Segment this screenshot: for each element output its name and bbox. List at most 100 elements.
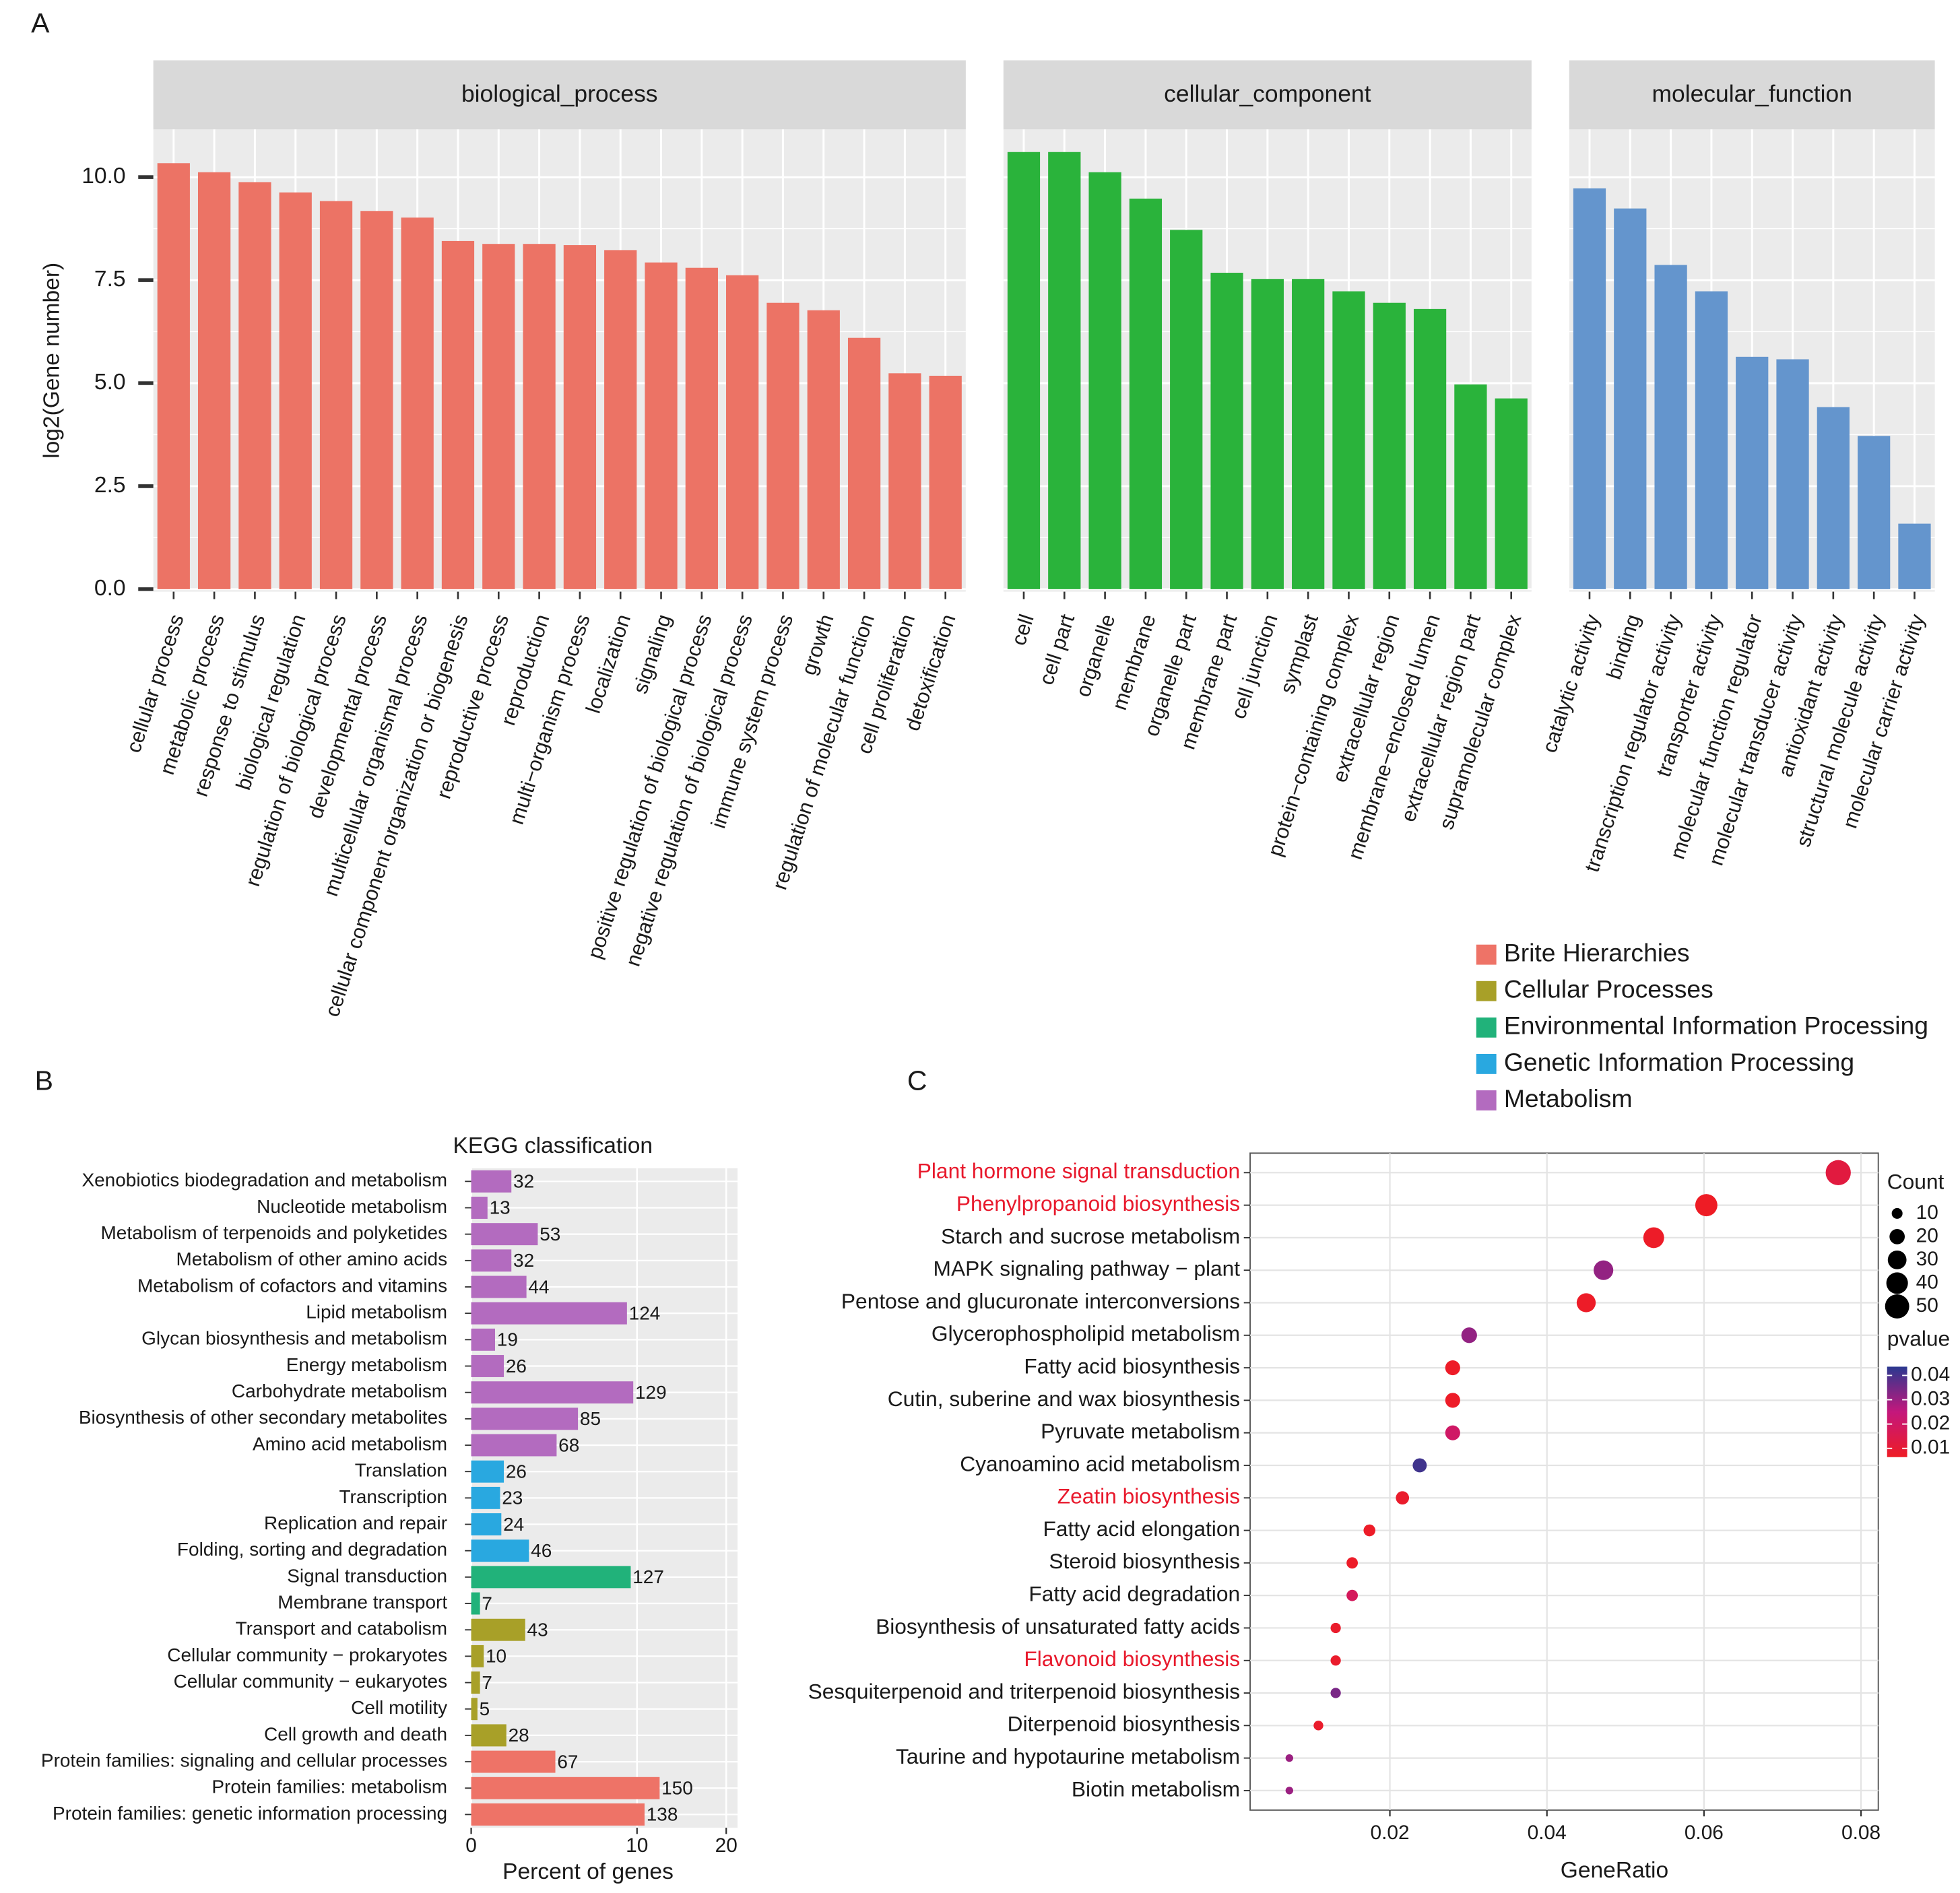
bar — [1817, 407, 1850, 589]
dot — [1695, 1194, 1718, 1217]
data-label: 43 — [527, 1619, 548, 1640]
bar — [1413, 308, 1447, 589]
bar — [726, 275, 759, 589]
y-tick-label: Transcription — [339, 1486, 447, 1507]
bar — [807, 310, 840, 589]
y-tick-label: Fatty acid biosynthesis — [1024, 1354, 1240, 1378]
y-tick-label: Sesquiterpenoid and triterpenoid biosynt… — [808, 1679, 1241, 1703]
bar — [645, 262, 678, 589]
dot — [1346, 1589, 1359, 1601]
legend-dot — [1886, 1272, 1908, 1294]
legend-label: 0.02 — [1911, 1412, 1950, 1434]
y-tick-label: Taurine and hypotaurine metabolism — [896, 1744, 1240, 1768]
y-axis-title: log2(Gene number) — [39, 263, 64, 459]
y-tick-label: 7.5 — [94, 267, 126, 292]
x-tick-label: 0 — [465, 1834, 477, 1857]
legend-swatch — [1476, 1017, 1497, 1038]
bar — [471, 1407, 579, 1430]
data-label: 23 — [502, 1488, 523, 1508]
y-tick-label: Cyanoamino acid metabolism — [960, 1451, 1240, 1475]
colorbar — [1887, 1366, 1907, 1457]
x-tick-label: 0.06 — [1685, 1822, 1724, 1844]
bar — [1129, 198, 1163, 589]
bar — [1614, 208, 1647, 589]
bar — [1332, 291, 1365, 589]
bar — [471, 1223, 538, 1246]
y-tick-label: MAPK signaling pathway − plant — [934, 1257, 1241, 1281]
bar — [471, 1592, 480, 1615]
y-tick-label: Cutin, suberine and wax biosynthesis — [888, 1387, 1240, 1411]
panel-background — [1249, 1152, 1879, 1811]
y-tick-label: 0.0 — [94, 576, 126, 601]
bar — [1858, 436, 1891, 589]
bar — [1007, 152, 1041, 589]
legend-title: Count — [1887, 1169, 1945, 1193]
y-tick-label: Glycerophospholipid metabolism — [932, 1321, 1240, 1346]
y-tick-label: Protein families: metabolism — [211, 1776, 447, 1797]
bar — [471, 1698, 478, 1721]
data-label: 28 — [509, 1725, 529, 1746]
bar — [1251, 279, 1284, 589]
y-tick-label: Protein families: genetic information pr… — [53, 1803, 447, 1824]
legend-label: 10 — [1916, 1201, 1938, 1224]
dot — [1445, 1425, 1460, 1440]
legend-swatch — [1476, 981, 1497, 1001]
data-label: 85 — [580, 1408, 601, 1429]
legend-label: 0.01 — [1911, 1436, 1950, 1459]
dot — [1330, 1655, 1341, 1666]
bar — [471, 1434, 557, 1457]
facet-strip — [1003, 60, 1532, 130]
bar — [1654, 265, 1687, 589]
facet-strip — [153, 60, 966, 130]
bar — [471, 1513, 502, 1535]
y-tick-label: Cell motility — [351, 1697, 447, 1718]
data-label: 150 — [661, 1778, 693, 1799]
dot — [1285, 1754, 1294, 1762]
legend-label: 0.04 — [1911, 1363, 1950, 1385]
bar — [319, 201, 353, 589]
panel-label: C — [907, 1065, 927, 1096]
legend-label: 0.03 — [1911, 1387, 1950, 1409]
dot — [1445, 1360, 1460, 1376]
legend-dot — [1889, 1229, 1905, 1244]
bar — [157, 163, 190, 589]
y-tick-label: Biosynthesis of unsaturated fatty acids — [876, 1614, 1240, 1638]
data-label: 26 — [506, 1356, 527, 1376]
facet-title: molecular_function — [1652, 80, 1852, 107]
legend-dot — [1891, 1207, 1903, 1219]
legend-label: Environmental Information Processing — [1504, 1011, 1928, 1040]
legend-label: 30 — [1916, 1248, 1938, 1270]
bar — [1373, 302, 1406, 589]
bar — [471, 1750, 556, 1773]
legend-label: Brite Hierarchies — [1504, 938, 1690, 966]
bar — [471, 1355, 504, 1377]
x-tick-label: 10 — [626, 1834, 648, 1857]
bar — [360, 211, 393, 589]
y-tick-label: 10.0 — [81, 164, 125, 189]
y-tick-label: Xenobiotics biodegradation and metabolis… — [81, 1170, 447, 1191]
bar — [604, 250, 637, 589]
data-label: 67 — [557, 1751, 578, 1772]
bar — [471, 1645, 484, 1667]
legend-label: 50 — [1916, 1294, 1938, 1317]
legend-swatch — [1476, 944, 1497, 965]
legend-swatch — [1476, 1090, 1497, 1110]
data-label: 5 — [480, 1698, 490, 1719]
facet-title: biological_process — [461, 80, 658, 107]
x-tick-label: 20 — [715, 1834, 738, 1857]
y-tick-label: 2.5 — [94, 473, 126, 498]
y-tick-label: Steroid biosynthesis — [1049, 1549, 1240, 1573]
bar — [471, 1671, 480, 1694]
bar — [888, 373, 921, 589]
facet-strip — [1569, 60, 1935, 130]
y-tick-label: Fatty acid degradation — [1028, 1582, 1240, 1606]
y-tick-label: Signal transduction — [287, 1565, 447, 1586]
data-label: 138 — [647, 1804, 678, 1825]
bar — [471, 1302, 627, 1325]
y-tick-label: Metabolism of cofactors and vitamins — [137, 1275, 447, 1296]
bar — [471, 1539, 529, 1562]
dot — [1363, 1524, 1376, 1537]
bar — [523, 244, 556, 589]
bar — [1048, 152, 1081, 589]
bar — [471, 1197, 488, 1219]
